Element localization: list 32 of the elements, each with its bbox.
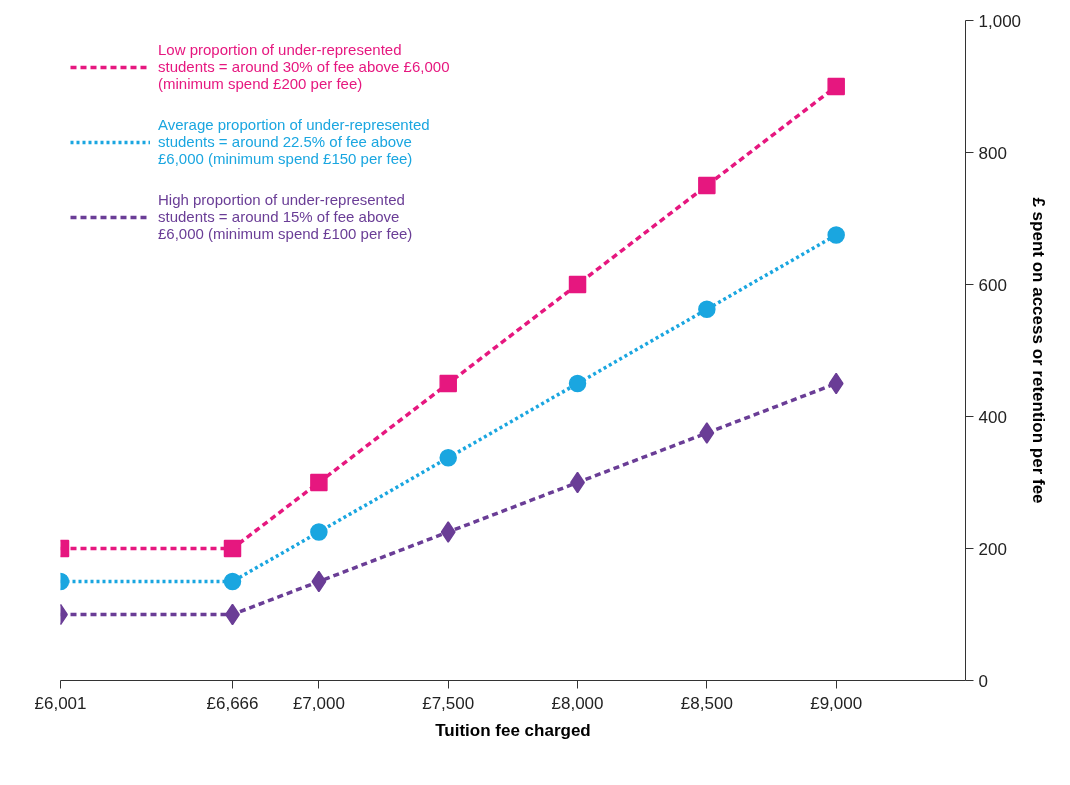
y-tick-label: 800: [978, 143, 1007, 163]
point: [699, 422, 715, 444]
y-axis-title: £ spent on access or retention per fee: [1029, 197, 1049, 504]
point: [698, 176, 716, 195]
point: [223, 539, 242, 558]
point: [698, 300, 716, 318]
x-tick-label: £7,500: [422, 693, 475, 713]
point: [568, 275, 587, 294]
point: [439, 449, 457, 467]
point: [310, 473, 328, 492]
x-axis-title: Tuition fee charged: [435, 720, 591, 740]
point: [440, 521, 456, 543]
x-tick-label: £7,000: [292, 693, 345, 713]
x-tick-label: £8,500: [680, 693, 733, 713]
text: High proportion of under-represented students = around 15% of fee above £6,000 (minimum spend £100 per fee): [158, 191, 413, 242]
point: [568, 374, 587, 393]
y-tick-label: 600: [978, 275, 1007, 295]
point: [223, 572, 242, 591]
x-tick-label: £8,000: [551, 693, 604, 713]
point: [827, 226, 845, 244]
point: [310, 523, 328, 541]
x-tick-label: £9,000: [810, 693, 863, 713]
y-tick-label: 0: [978, 671, 988, 691]
x-tick-label: £6,666: [206, 693, 259, 713]
y-tick-label: 200: [978, 539, 1007, 559]
point: [827, 77, 845, 96]
y-tick-label: 1,000: [978, 11, 1022, 31]
point: [439, 374, 457, 393]
y-tick-label: 400: [978, 407, 1007, 427]
text: Low proportion of under-represented students = around 30% of fee above £6,000 (minimum spend £200 per fee): [158, 41, 450, 92]
x-tick-label: £6,001: [34, 693, 87, 713]
text: Average proportion of under-represented students = around 22.5% of fee above £6,000 (minimum spend £150 per fee): [158, 116, 430, 167]
